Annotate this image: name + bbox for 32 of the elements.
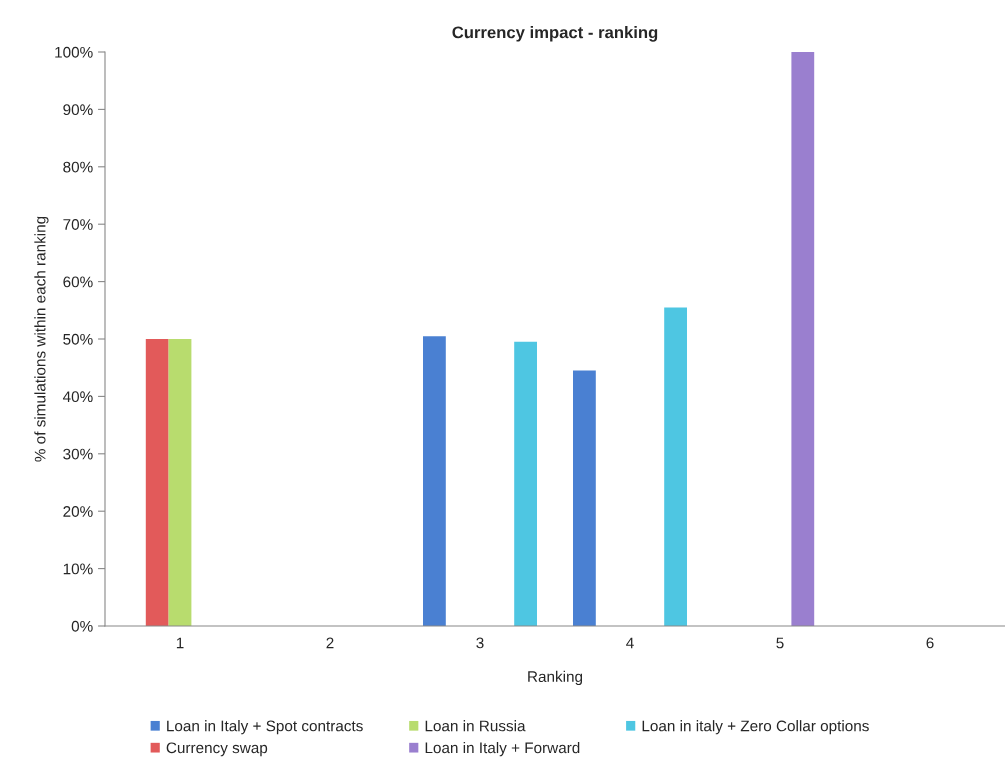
- bar: [514, 341, 537, 626]
- y-tick-label: 30%: [63, 448, 93, 460]
- legend-label: Loan in Italy + Forward: [425, 741, 580, 757]
- bar: [664, 307, 687, 626]
- x-tick-label: 4: [626, 637, 634, 649]
- y-tick-label: 40%: [62, 391, 93, 403]
- y-tick-label: 100%: [55, 46, 93, 58]
- x-tick-label: 6: [926, 637, 934, 649]
- chart-title: Currency impact - ranking: [452, 26, 658, 42]
- y-tick-label: 90%: [63, 104, 93, 116]
- bar: [423, 336, 446, 626]
- y-tick-label: 10%: [63, 563, 93, 575]
- y-axis-title: % of simulations within each ranking: [34, 216, 49, 462]
- x-tick-label: 3: [476, 637, 484, 649]
- bar: [791, 52, 815, 626]
- y-tick-label: 50%: [63, 333, 93, 345]
- legend-label: Loan in Russia: [425, 720, 526, 732]
- legend-label: Currency swap: [166, 742, 268, 757]
- y-tick-label: 70%: [63, 219, 93, 230]
- y-tick-label: 60%: [63, 276, 93, 288]
- x-tick-label: 1: [176, 637, 184, 649]
- y-tick-label: 20%: [63, 506, 93, 517]
- x-tick-label: 2: [326, 637, 334, 649]
- y-tick-label: 0%: [71, 620, 93, 632]
- bar: [573, 370, 596, 626]
- bar: [168, 339, 192, 626]
- bar: [145, 339, 169, 626]
- legend-label: Loan in Italy + Spot contracts: [167, 720, 363, 735]
- legend-label: Loan in italy + Zero Collar options: [642, 720, 869, 735]
- x-tick-label: 5: [776, 637, 784, 649]
- x-axis-title: Ranking: [528, 670, 583, 686]
- y-tick-label: 80%: [63, 161, 93, 173]
